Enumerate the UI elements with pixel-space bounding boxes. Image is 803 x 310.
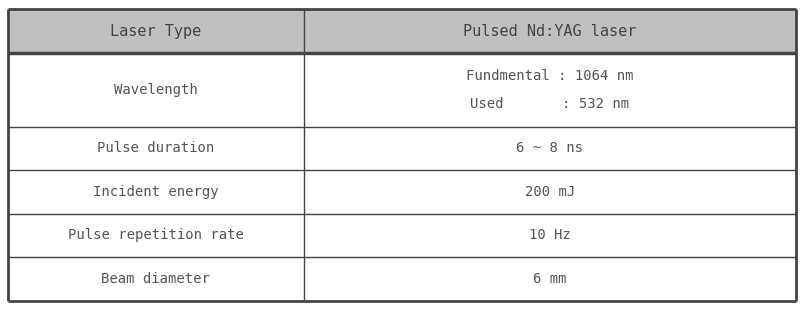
Bar: [8, 170, 304, 214]
Text: 6 ~ 8 ns: 6 ~ 8 ns: [516, 141, 582, 156]
Text: Pulse duration: Pulse duration: [97, 141, 214, 156]
Text: Wavelength: Wavelength: [114, 83, 198, 97]
Bar: [8, 9, 795, 53]
Text: 10 Hz: 10 Hz: [528, 228, 570, 242]
Text: Pulse repetition rate: Pulse repetition rate: [67, 228, 243, 242]
Bar: [304, 127, 795, 170]
Text: 200 mJ: 200 mJ: [524, 185, 574, 199]
Text: 6 mm: 6 mm: [532, 272, 566, 286]
Text: Beam diameter: Beam diameter: [101, 272, 210, 286]
Bar: [304, 170, 795, 214]
Text: Fundmental : 1064 nm: Fundmental : 1064 nm: [466, 69, 633, 83]
Bar: [8, 257, 304, 301]
Text: Used       : 532 nm: Used : 532 nm: [470, 97, 629, 111]
Bar: [304, 257, 795, 301]
Bar: [8, 127, 304, 170]
Bar: [8, 214, 304, 257]
Bar: [304, 53, 795, 127]
Text: Incident energy: Incident energy: [93, 185, 218, 199]
Text: Pulsed Nd:YAG laser: Pulsed Nd:YAG laser: [463, 24, 636, 38]
Text: Laser Type: Laser Type: [110, 24, 201, 38]
Bar: [8, 53, 304, 127]
Bar: [304, 214, 795, 257]
